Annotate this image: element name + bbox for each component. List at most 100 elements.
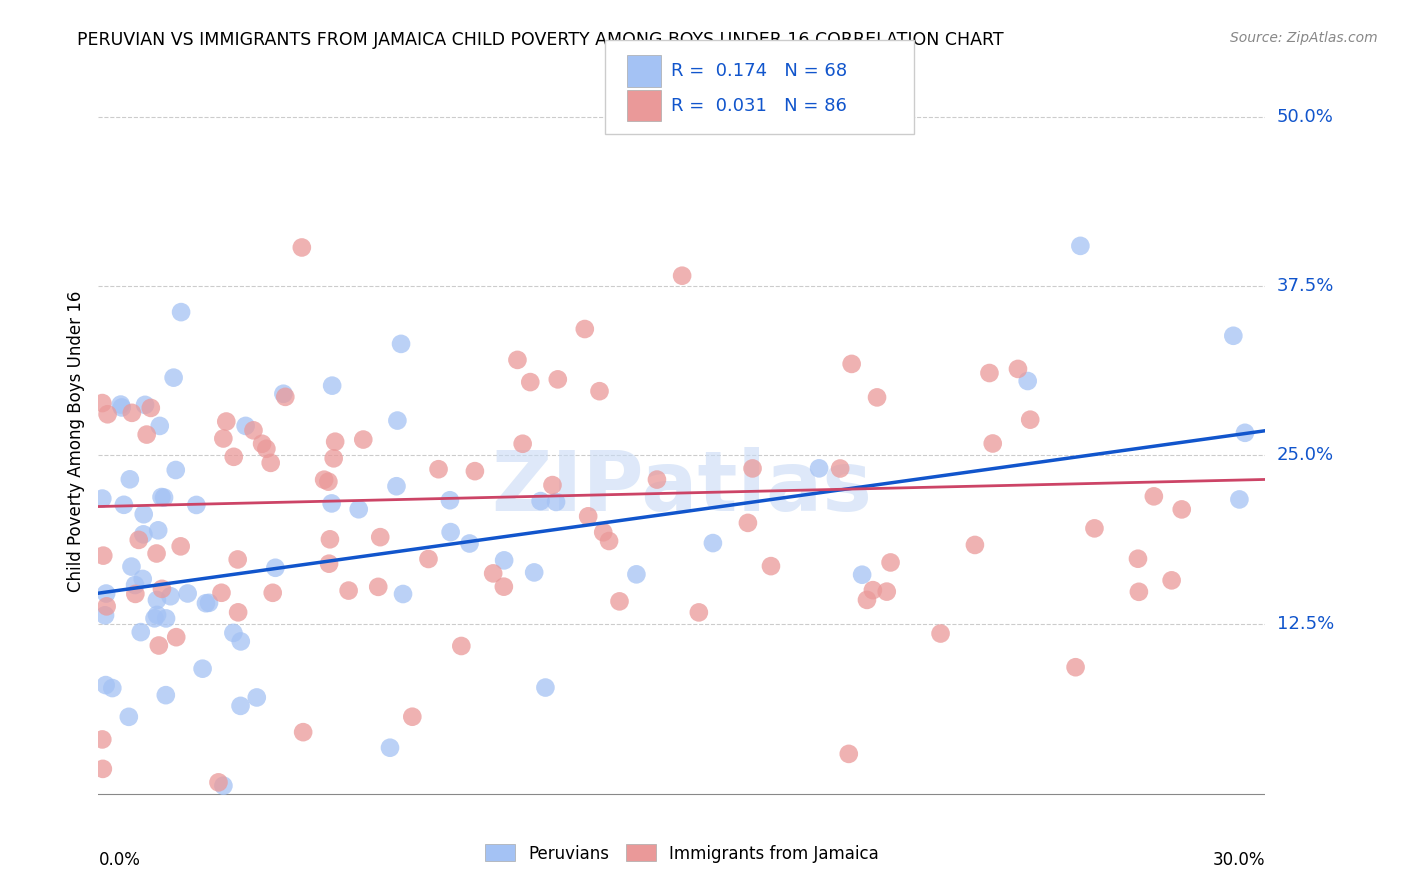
Point [155, 611, 177, 625]
Point [523, 566, 546, 580]
Point [121, 406, 143, 420]
Point [1019, 412, 1042, 426]
Point [439, 493, 461, 508]
Point [198, 596, 221, 610]
Point [101, 681, 124, 695]
Point [148, 524, 170, 538]
Point [128, 533, 150, 547]
Point [378, 740, 401, 755]
Point [1128, 584, 1150, 599]
Point [851, 567, 873, 582]
Point [222, 626, 245, 640]
Point [242, 423, 264, 437]
Point [347, 502, 370, 516]
Point [165, 463, 187, 477]
Point [226, 552, 249, 566]
Point [862, 583, 884, 598]
Point [1017, 374, 1039, 388]
Point [368, 530, 391, 544]
Point [688, 606, 710, 620]
Point [235, 418, 257, 433]
Point [111, 401, 134, 415]
Point [91, 732, 114, 747]
Point [274, 390, 297, 404]
Point [94, 608, 117, 623]
Point [588, 384, 610, 399]
Point [212, 779, 235, 793]
Point [97, 407, 120, 421]
Point [838, 747, 860, 761]
Point [318, 557, 340, 571]
Point [139, 401, 162, 415]
Text: 25.0%: 25.0% [1277, 446, 1334, 464]
Point [159, 589, 181, 603]
Point [250, 436, 273, 450]
Point [91, 491, 114, 506]
Point [94, 586, 117, 600]
Point [440, 525, 463, 540]
Point [492, 580, 515, 594]
Point [121, 559, 143, 574]
Point [519, 375, 541, 389]
Point [229, 634, 252, 648]
Point [91, 762, 114, 776]
Point [737, 516, 759, 530]
Point [1143, 489, 1166, 503]
Point [169, 540, 191, 554]
Text: R =  0.174   N = 68: R = 0.174 N = 68 [671, 62, 846, 80]
Text: 50.0%: 50.0% [1277, 108, 1333, 126]
Point [215, 415, 238, 429]
Point [1069, 239, 1091, 253]
Point [464, 464, 486, 478]
Point [319, 533, 342, 547]
Point [150, 582, 173, 596]
Point [981, 436, 1004, 450]
Point [392, 587, 415, 601]
Point [191, 662, 214, 676]
Point [145, 547, 167, 561]
Point [1233, 425, 1256, 440]
Point [337, 583, 360, 598]
Point [226, 605, 249, 619]
Point [1229, 492, 1251, 507]
Text: R =  0.031   N = 86: R = 0.031 N = 86 [671, 96, 846, 115]
Text: ZIPatlas: ZIPatlas [492, 447, 872, 527]
Legend: Peruvians, Immigrants from Jamaica: Peruvians, Immigrants from Jamaica [478, 838, 886, 869]
Point [135, 427, 157, 442]
Point [506, 352, 529, 367]
Point [979, 366, 1001, 380]
Point [576, 509, 599, 524]
Point [143, 611, 166, 625]
Point [146, 593, 169, 607]
Point [671, 268, 693, 283]
Point [292, 725, 315, 739]
Point [91, 549, 114, 563]
Point [264, 561, 287, 575]
Point [134, 398, 156, 412]
Point [321, 378, 343, 392]
Point [91, 396, 114, 410]
Point [132, 572, 155, 586]
Point [118, 472, 141, 486]
Point [879, 556, 901, 570]
Point [544, 495, 567, 509]
Point [318, 475, 340, 489]
Point [645, 473, 668, 487]
Point [1160, 574, 1182, 588]
Point [494, 553, 516, 567]
Text: 12.5%: 12.5% [1277, 615, 1334, 633]
Point [534, 681, 557, 695]
Point [1126, 551, 1149, 566]
Text: PERUVIAN VS IMMIGRANTS FROM JAMAICA CHILD POVERTY AMONG BOYS UNDER 16 CORRELATIO: PERUVIAN VS IMMIGRANTS FROM JAMAICA CHIL… [77, 31, 1004, 49]
Text: 0.0%: 0.0% [98, 851, 141, 869]
Point [260, 456, 283, 470]
Point [124, 578, 146, 592]
Point [352, 433, 374, 447]
Point [94, 678, 117, 692]
Point [741, 461, 763, 475]
Point [574, 322, 596, 336]
Point [118, 710, 141, 724]
Point [876, 584, 898, 599]
Point [150, 490, 173, 504]
Point [254, 442, 277, 456]
